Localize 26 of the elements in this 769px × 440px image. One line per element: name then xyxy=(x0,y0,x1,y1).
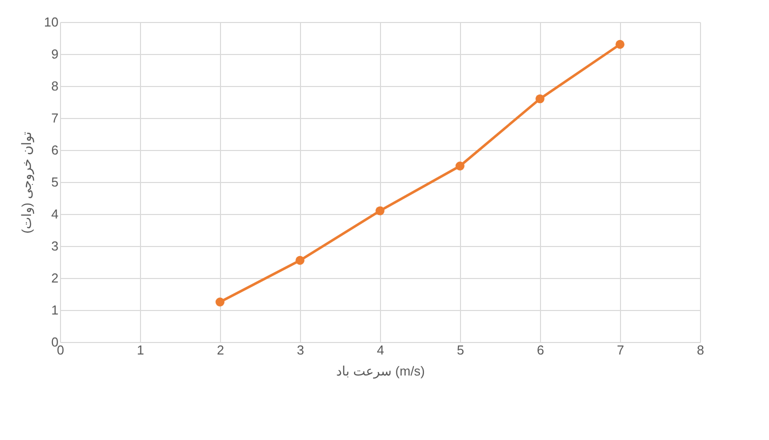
y-tick-label: 2 xyxy=(51,270,58,286)
point xyxy=(536,94,544,104)
y-tick-label: 3 xyxy=(51,238,58,254)
x-tick-label: 3 xyxy=(296,342,304,358)
x-tick-label: 7 xyxy=(616,342,624,358)
x-tick-label: 8 xyxy=(696,342,704,358)
x-axis-title: سرعت باد (m/s) xyxy=(336,364,425,380)
y-tick-label: 4 xyxy=(51,206,58,222)
x-tick-label: 1 xyxy=(136,342,144,358)
point xyxy=(616,40,624,49)
point xyxy=(296,256,304,265)
y-tick-label: 9 xyxy=(51,46,58,62)
x-tick-label: 5 xyxy=(456,342,464,358)
point xyxy=(216,298,224,306)
point xyxy=(376,206,384,216)
y-tick-label: 1 xyxy=(51,302,58,318)
x-tick-label: 6 xyxy=(536,342,544,358)
x-tick-label: 4 xyxy=(376,342,384,358)
y-tick-label: 8 xyxy=(51,78,58,94)
y-tick-label: 6 xyxy=(51,142,58,158)
y-tick-label: 10 xyxy=(44,14,58,30)
y-tick-label: 5 xyxy=(51,174,58,190)
point xyxy=(456,162,464,170)
y-axis-title: توان خروجی (وات) xyxy=(19,131,36,234)
y-tick-label: 7 xyxy=(51,110,58,126)
x-tick-label: 2 xyxy=(216,342,224,358)
